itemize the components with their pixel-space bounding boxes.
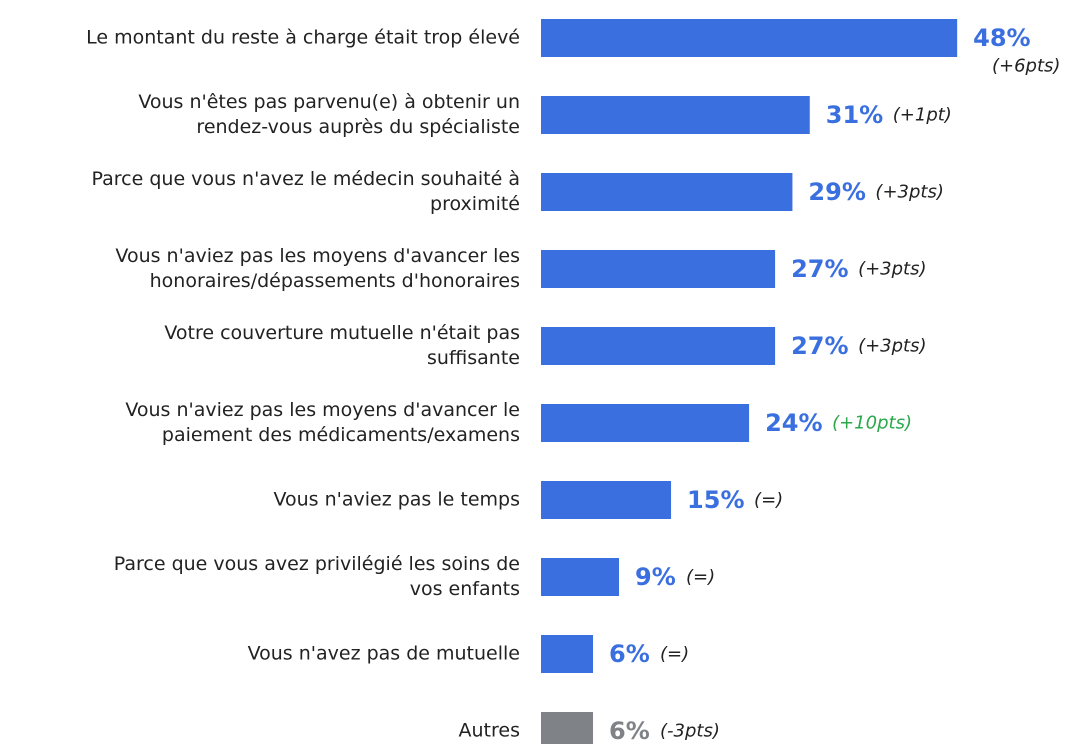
category-label: Parce que vous n'avez le médecin souhait…: [91, 168, 520, 215]
category-label: Vous n'aviez pas les moyens d'avancer le…: [125, 399, 520, 446]
change-label: (+3pts): [858, 258, 927, 280]
value-label: 31%: [825, 101, 884, 129]
category-label: Votre couverture mutuelle n'était pas su…: [164, 322, 520, 369]
category-label: Vous n'aviez pas le temps: [273, 488, 520, 511]
category-label: Le montant du reste à charge était trop …: [86, 26, 520, 49]
bar: [541, 96, 810, 134]
bar: [541, 712, 594, 744]
bar: [541, 250, 776, 288]
value-label: 27%: [791, 255, 849, 283]
change-label: (+10pts): [832, 412, 912, 434]
value-label: 24%: [765, 409, 823, 437]
bar: [541, 635, 594, 673]
change-label: (=): [686, 566, 716, 588]
category-label: Autres: [458, 719, 520, 742]
value-label: 48%: [973, 24, 1031, 52]
change-label: (-3pts): [660, 720, 720, 742]
change-label: (+3pts): [875, 181, 944, 203]
value-label: 6%: [609, 717, 650, 745]
bar: [541, 481, 672, 519]
category-label: Vous n'aviez pas les moyens d'avancer le…: [115, 245, 520, 292]
value-label: 15%: [687, 486, 745, 514]
category-label: Parce que vous avez privilégié les soins…: [113, 553, 520, 600]
value-label: 29%: [808, 178, 866, 206]
bar: [541, 558, 620, 596]
bar: [541, 327, 776, 365]
bar: [541, 404, 750, 442]
category-label: Vous n'êtes pas parvenu(e) à obtenir un …: [138, 91, 520, 138]
bar: [541, 173, 793, 211]
change-label: (+6pts): [992, 55, 1061, 77]
change-label: (=): [754, 489, 784, 511]
change-label: (+3pts): [858, 335, 927, 357]
value-label: 27%: [791, 332, 849, 360]
change-label: (+1pt): [892, 104, 952, 126]
value-label: 9%: [635, 563, 676, 591]
change-label: (=): [660, 643, 690, 665]
bar: [541, 19, 958, 57]
value-label: 6%: [609, 640, 650, 668]
category-label: Vous n'avez pas de mutuelle: [247, 642, 520, 665]
